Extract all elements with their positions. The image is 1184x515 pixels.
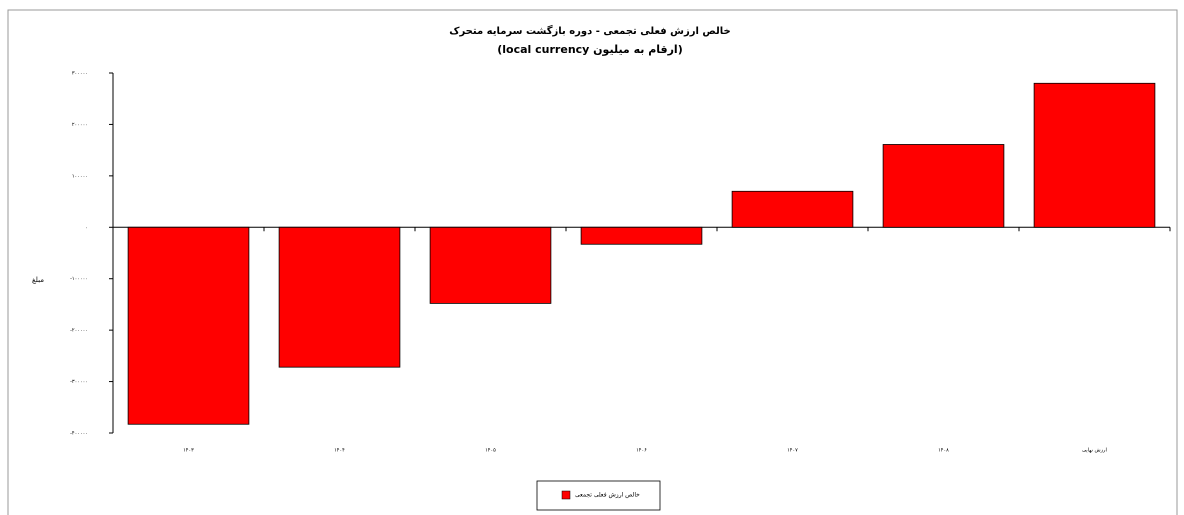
chart-subtitle: (ارقام به میلیون local currency) — [497, 43, 682, 56]
y-axis-label: مبلغ — [32, 276, 44, 284]
bar — [429, 226, 552, 304]
x-tick-label: ۱۴۰۶ — [636, 448, 647, 454]
bar — [278, 226, 401, 368]
x-tick-label: ۱۴۰۸ — [938, 448, 949, 454]
bar — [882, 144, 1005, 228]
x-tick-label: ۱۴۰۷ — [787, 448, 798, 454]
x-tick-label: ۱۴۰۳ — [183, 448, 194, 454]
x-tick-label: ۱۴۰۴ — [334, 448, 345, 454]
legend-box — [536, 480, 661, 511]
legend-label: خالص ارزش فعلی تجمعی — [575, 492, 640, 499]
y-tick-label: ۱۰۰۰۰۰ — [72, 173, 88, 179]
bar — [580, 226, 703, 245]
y-tick-label: ۳۰۰۰۰۰ — [72, 71, 88, 77]
y-tick-label: -۲۰۰۰۰۰ — [70, 328, 88, 334]
bar — [127, 226, 250, 425]
y-tick-label: -۳۰۰۰۰۰ — [70, 379, 88, 385]
bar — [731, 190, 854, 228]
bar — [1033, 82, 1156, 228]
y-tick-label: -۱۰۰۰۰۰ — [70, 276, 88, 282]
chart-title: خالص ارزش فعلی تجمعی - دوره بازگشت سرمای… — [449, 24, 731, 37]
y-tick-label: -۴۰۰۰۰۰ — [70, 431, 88, 437]
y-tick-label: ۲۰۰۰۰۰ — [72, 122, 88, 128]
y-tick-label: ۰ — [85, 225, 88, 231]
legend-swatch — [561, 490, 571, 500]
x-tick-label: ۱۴۰۵ — [485, 448, 496, 454]
x-tick-label: ارزش نهایی — [1082, 448, 1107, 454]
